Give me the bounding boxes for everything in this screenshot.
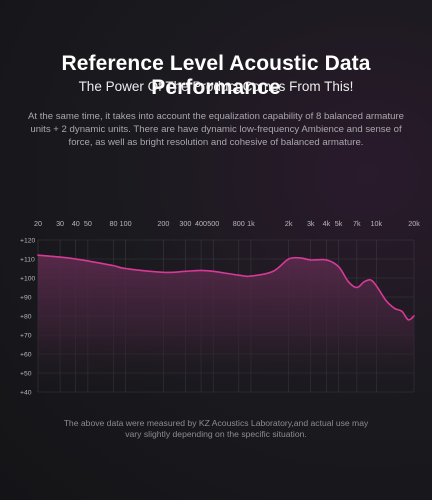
x-tick-label-8: 400 [195, 219, 207, 228]
x-tick-label-11: 1k [247, 219, 255, 228]
x-tick-label-12: 2k [285, 219, 293, 228]
x-tick-label-7: 300 [179, 219, 191, 228]
y-tick-label-5: +70 [20, 333, 32, 340]
x-tick-label-10: 800 [233, 219, 245, 228]
y-tick-label-6: +60 [20, 352, 32, 359]
x-tick-label-3: 50 [84, 219, 92, 228]
x-tick-label-5: 100 [120, 219, 132, 228]
x-tick-label-13: 3k [307, 219, 315, 228]
y-tick-label-7: +50 [20, 371, 32, 378]
x-tick-label-18: 20k [408, 219, 420, 228]
y-tick-label-0: +120 [20, 238, 36, 245]
y-axis-ticks: +120 +110 +100 +90 +80 +70 +60 +50 +40 [20, 238, 36, 397]
x-tick-label-9: 500 [207, 219, 219, 228]
x-tick-label-4: 80 [109, 219, 117, 228]
page-title: Reference Level Acoustic Data Performanc… [61, 52, 371, 99]
x-tick-label-2: 40 [72, 219, 80, 228]
y-tick-label-8: +40 [20, 390, 32, 397]
y-tick-label-3: +90 [20, 295, 32, 302]
page-subtitle: The Power Of The Product Comes From This… [78, 79, 354, 94]
y-tick-label-2: +100 [20, 276, 36, 283]
response-area [38, 255, 414, 392]
x-tick-label-14: 4k [323, 219, 331, 228]
x-tick-label-0: 20 [34, 219, 42, 228]
x-tick-label-16: 7k [353, 219, 361, 228]
y-tick-label-1: +110 [20, 257, 35, 264]
x-tick-label-6: 200 [157, 219, 169, 228]
x-tick-label-15: 5k [335, 219, 343, 228]
footnote-text: The above data were measured by KZ Acous… [63, 418, 369, 439]
x-tick-label-17: 10k [370, 219, 382, 228]
y-tick-label-4: +80 [20, 314, 32, 321]
response-area-fill [38, 255, 414, 392]
response-line [37, 254, 415, 321]
response-curve [37, 254, 415, 321]
x-axis-ticks: 20 30 40 50 80 100 200 300 400 500 800 1k 2k 3k 4k 5k 7k… [34, 219, 420, 228]
description-text: At the same time, it takes into account … [28, 111, 404, 148]
x-tick-label-1: 30 [56, 219, 64, 228]
